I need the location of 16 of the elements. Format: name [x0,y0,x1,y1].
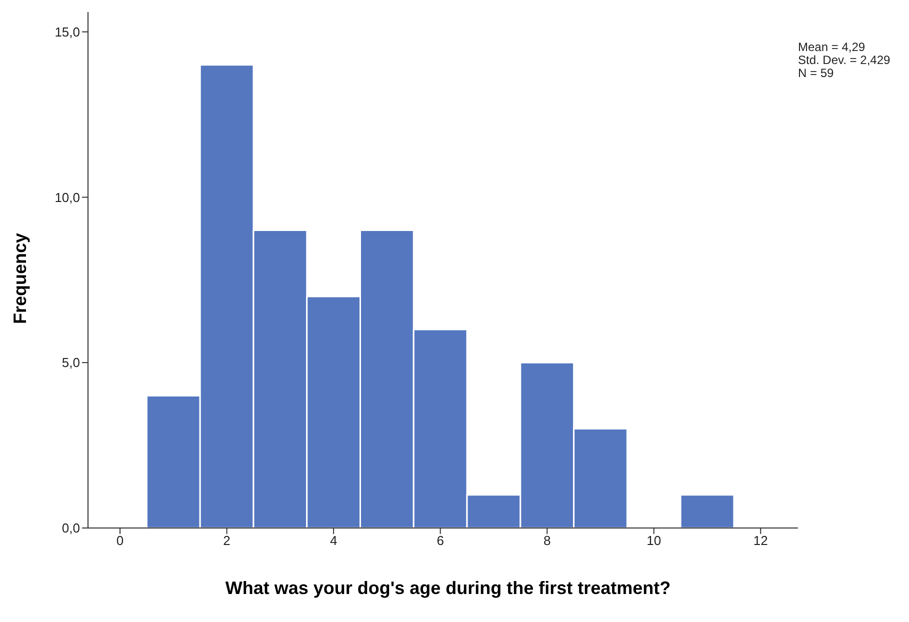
annotation: Mean = 4,29 [798,40,866,54]
x-tick-label: 0 [116,533,124,548]
y-axis-title: Frequency [10,232,32,324]
y-tick-label: 15,0 [54,24,80,40]
y-tick-label: 5,0 [62,355,80,370]
annotation: N = 59 [798,66,835,80]
x-axis-title: What was your dog's age during the first treatment? [224,578,672,599]
y-tick-label: 10,0 [54,190,80,205]
x-tick-label: 6 [436,533,444,548]
annotation: Std. Dev. = 2,429 [798,53,890,67]
x-tick-label: 4 [330,533,338,548]
x-tick-label: 8 [543,533,551,548]
x-tick-label: 2 [223,533,230,548]
x-tick-label: 10 [646,533,662,548]
x-tick-label: 12 [753,533,768,548]
y-tick-label: 0,0 [62,520,80,536]
